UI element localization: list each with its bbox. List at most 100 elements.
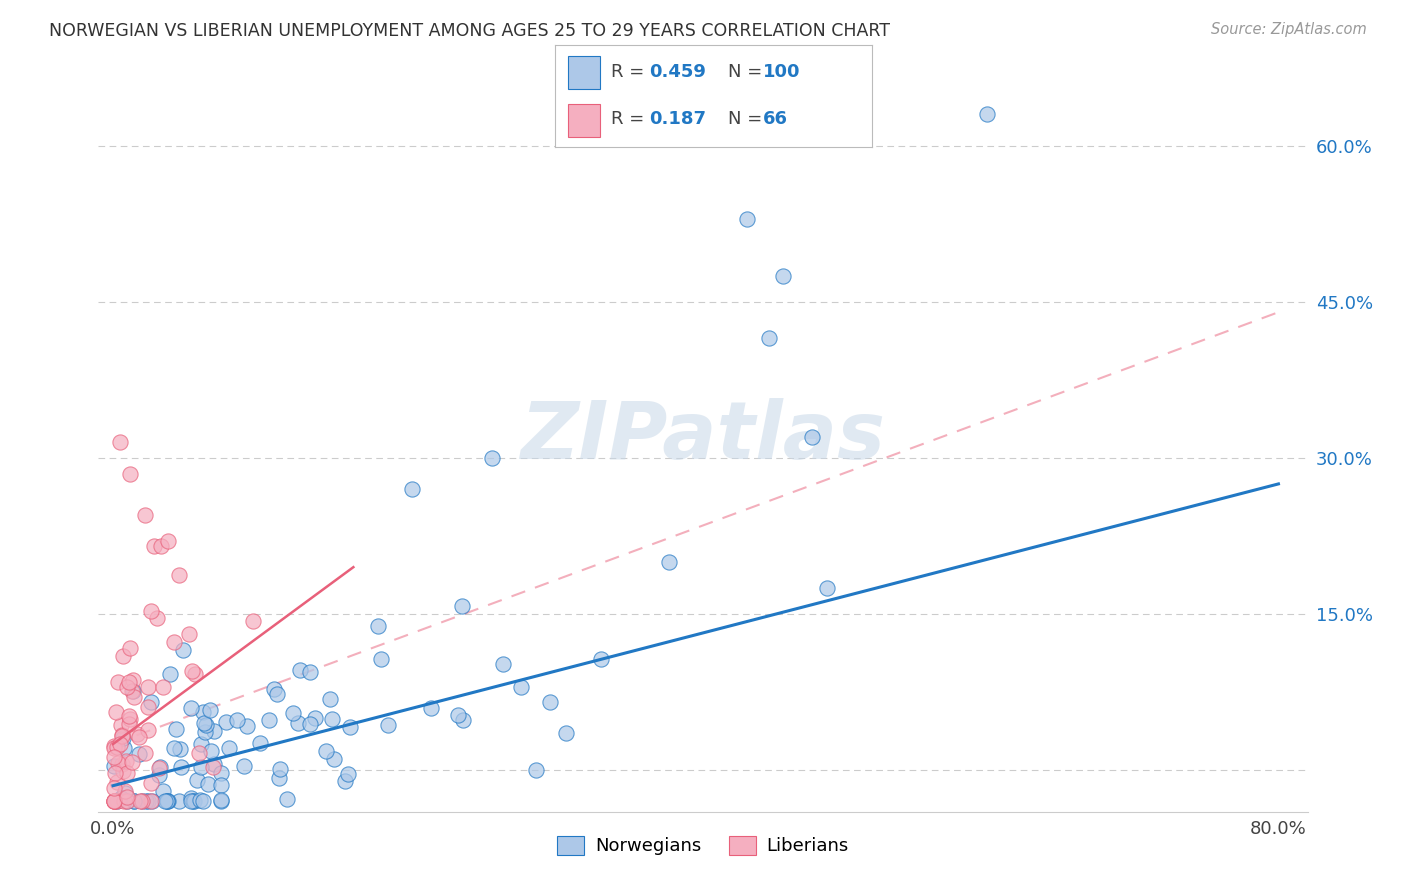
Point <box>128 747 150 761</box>
Point <box>180 794 202 808</box>
Point <box>188 746 211 760</box>
Point <box>191 794 214 808</box>
Point <box>159 667 181 681</box>
Point <box>128 730 150 744</box>
Point <box>267 771 290 785</box>
Point <box>111 649 134 664</box>
Point <box>120 467 142 481</box>
Point <box>110 718 132 732</box>
Point <box>105 740 128 755</box>
Point <box>103 794 125 808</box>
Point <box>118 675 141 690</box>
Point <box>156 794 179 808</box>
Point <box>319 692 342 706</box>
Point <box>209 793 232 807</box>
Point <box>112 764 135 778</box>
Point <box>105 775 128 789</box>
Point <box>232 759 254 773</box>
Point <box>263 681 285 696</box>
Point <box>112 740 135 755</box>
Point <box>118 640 141 655</box>
Point <box>509 680 531 694</box>
Point <box>139 776 162 790</box>
Point <box>772 268 794 283</box>
Point <box>266 687 288 701</box>
Point <box>152 680 174 694</box>
Point <box>377 717 399 731</box>
Text: Source: ZipAtlas.com: Source: ZipAtlas.com <box>1211 22 1367 37</box>
Point <box>153 794 176 808</box>
Point <box>103 780 125 795</box>
Point <box>172 643 194 657</box>
Point <box>152 783 174 797</box>
Point <box>242 614 264 628</box>
Point <box>186 772 208 787</box>
Point <box>167 567 190 582</box>
Text: N =: N = <box>728 63 768 81</box>
Point <box>115 789 138 804</box>
Point <box>104 766 127 780</box>
Point <box>134 508 156 523</box>
Point <box>183 794 205 808</box>
Point <box>136 794 159 808</box>
Point <box>321 712 343 726</box>
Point <box>139 695 162 709</box>
Point <box>370 652 392 666</box>
Point <box>249 736 271 750</box>
Point <box>112 794 135 808</box>
Point <box>333 774 356 789</box>
Point <box>114 783 136 797</box>
Point <box>118 717 141 731</box>
Text: NORWEGIAN VS LIBERIAN UNEMPLOYMENT AMONG AGES 25 TO 29 YEARS CORRELATION CHART: NORWEGIAN VS LIBERIAN UNEMPLOYMENT AMONG… <box>49 22 890 40</box>
Point <box>156 794 179 808</box>
Text: 0.187: 0.187 <box>648 111 706 128</box>
Point <box>492 657 515 672</box>
Point <box>114 786 136 800</box>
Legend: Norwegians, Liberians: Norwegians, Liberians <box>550 829 856 863</box>
Point <box>322 752 344 766</box>
Point <box>451 599 474 613</box>
Point <box>976 107 998 121</box>
Point <box>202 723 225 738</box>
Point <box>181 794 204 808</box>
Point <box>141 794 163 808</box>
Point <box>225 714 247 728</box>
Point <box>157 534 180 549</box>
Point <box>115 754 138 768</box>
Point <box>110 790 132 805</box>
Point <box>103 750 125 764</box>
Point <box>447 708 470 723</box>
Point <box>105 794 128 808</box>
Point <box>235 719 257 733</box>
Point <box>111 729 134 743</box>
Point <box>105 706 128 720</box>
Point <box>198 703 221 717</box>
Point <box>184 667 207 681</box>
Point <box>115 794 138 808</box>
Point <box>165 722 187 736</box>
Point <box>315 744 337 758</box>
Point <box>287 716 309 731</box>
Point <box>367 619 389 633</box>
Point <box>136 723 159 738</box>
Point <box>218 740 240 755</box>
Point <box>111 728 134 742</box>
Point <box>177 627 200 641</box>
Point <box>111 756 134 771</box>
Point <box>200 744 222 758</box>
Bar <box>568 104 599 137</box>
Point <box>142 539 165 553</box>
Point <box>149 760 172 774</box>
Point <box>146 611 169 625</box>
Point <box>131 794 153 808</box>
Text: N =: N = <box>728 111 768 128</box>
Point <box>290 663 312 677</box>
Point <box>148 767 170 781</box>
Point <box>209 794 232 808</box>
Point <box>111 731 134 745</box>
Point <box>193 715 215 730</box>
Point <box>148 761 170 775</box>
Point <box>115 766 138 780</box>
Point <box>103 740 125 755</box>
Point <box>122 690 145 704</box>
